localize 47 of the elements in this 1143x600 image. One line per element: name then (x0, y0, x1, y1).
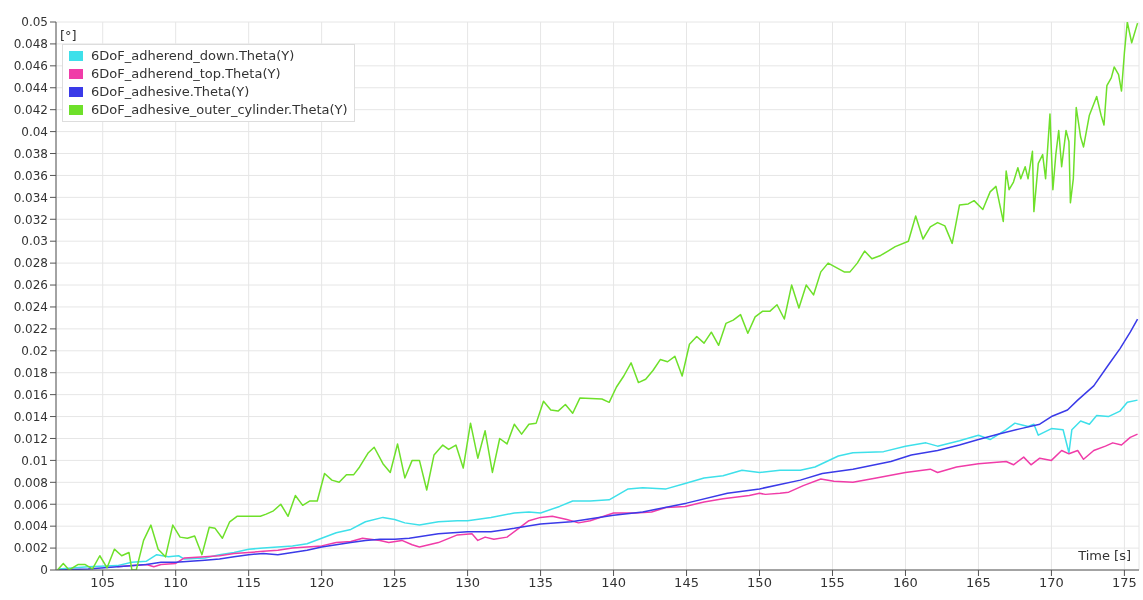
y-tick-label: 0.042 (13, 102, 48, 117)
x-axis-title: Time [s] (1078, 548, 1131, 563)
y-tick-label: 0.006 (13, 497, 48, 512)
x-tick-label: 175 (1111, 575, 1137, 591)
y-tick-label: 0.034 (13, 190, 48, 205)
y-tick-label: 0.018 (13, 365, 48, 380)
y-tick-label: 0.024 (13, 300, 48, 315)
y-tick-label: 0.02 (21, 344, 48, 359)
y-tick-label: 0.048 (13, 37, 48, 52)
x-tick-label: 170 (1039, 575, 1064, 591)
y-tick-label: 0.038 (13, 146, 48, 161)
x-tick-label: 150 (747, 575, 772, 591)
y-tick-label: 0.014 (13, 409, 48, 424)
x-tick-label: 105 (90, 575, 116, 591)
x-tick-label: 160 (893, 575, 918, 591)
y-tick-label: 0 (40, 563, 48, 578)
x-tick-label: 165 (966, 575, 991, 591)
y-tick-label: 0.05 (21, 15, 48, 30)
y-tick-label: 0.004 (13, 519, 48, 534)
legend-label: 6DoF_adherend_top.Theta(Y) (91, 65, 281, 83)
legend-label: 6DoF_adherend_down.Theta(Y) (91, 47, 295, 65)
x-tick-label: 135 (528, 575, 553, 591)
x-tick-label: 120 (309, 575, 335, 591)
y-tick-label: 0.036 (13, 168, 48, 183)
y-tick-label: 0.046 (13, 59, 48, 74)
x-tick-label: 155 (820, 575, 845, 591)
y-tick-label: 0.028 (13, 256, 48, 271)
legend-label: 6DoF_adhesive_outer_cylinder.Theta(Y) (91, 101, 348, 119)
x-tick-label: 110 (163, 575, 189, 591)
y-tick-label: 0.03 (21, 234, 48, 249)
y-tick-label: 0.01 (21, 453, 48, 468)
y-tick-label: 0.016 (13, 387, 48, 402)
y-tick-label: 0.022 (13, 322, 48, 337)
x-tick-label: 115 (236, 575, 262, 591)
y-tick-label: 0.044 (13, 81, 48, 96)
x-tick-label: 140 (601, 575, 626, 591)
y-tick-label: 0.012 (13, 431, 48, 446)
x-tick-label: 125 (382, 575, 408, 591)
y-tick-label: 0.008 (13, 475, 48, 490)
x-tick-label: 130 (455, 575, 481, 591)
y-tick-label: 0.026 (13, 278, 48, 293)
y-tick-label: 0.002 (13, 541, 48, 556)
legend-label: 6DoF_adhesive.Theta(Y) (91, 83, 250, 101)
y-axis-title: [°] (60, 28, 77, 43)
y-tick-label: 0.032 (13, 212, 48, 227)
x-tick-label: 145 (674, 575, 699, 591)
y-tick-label: 0.04 (21, 124, 48, 139)
